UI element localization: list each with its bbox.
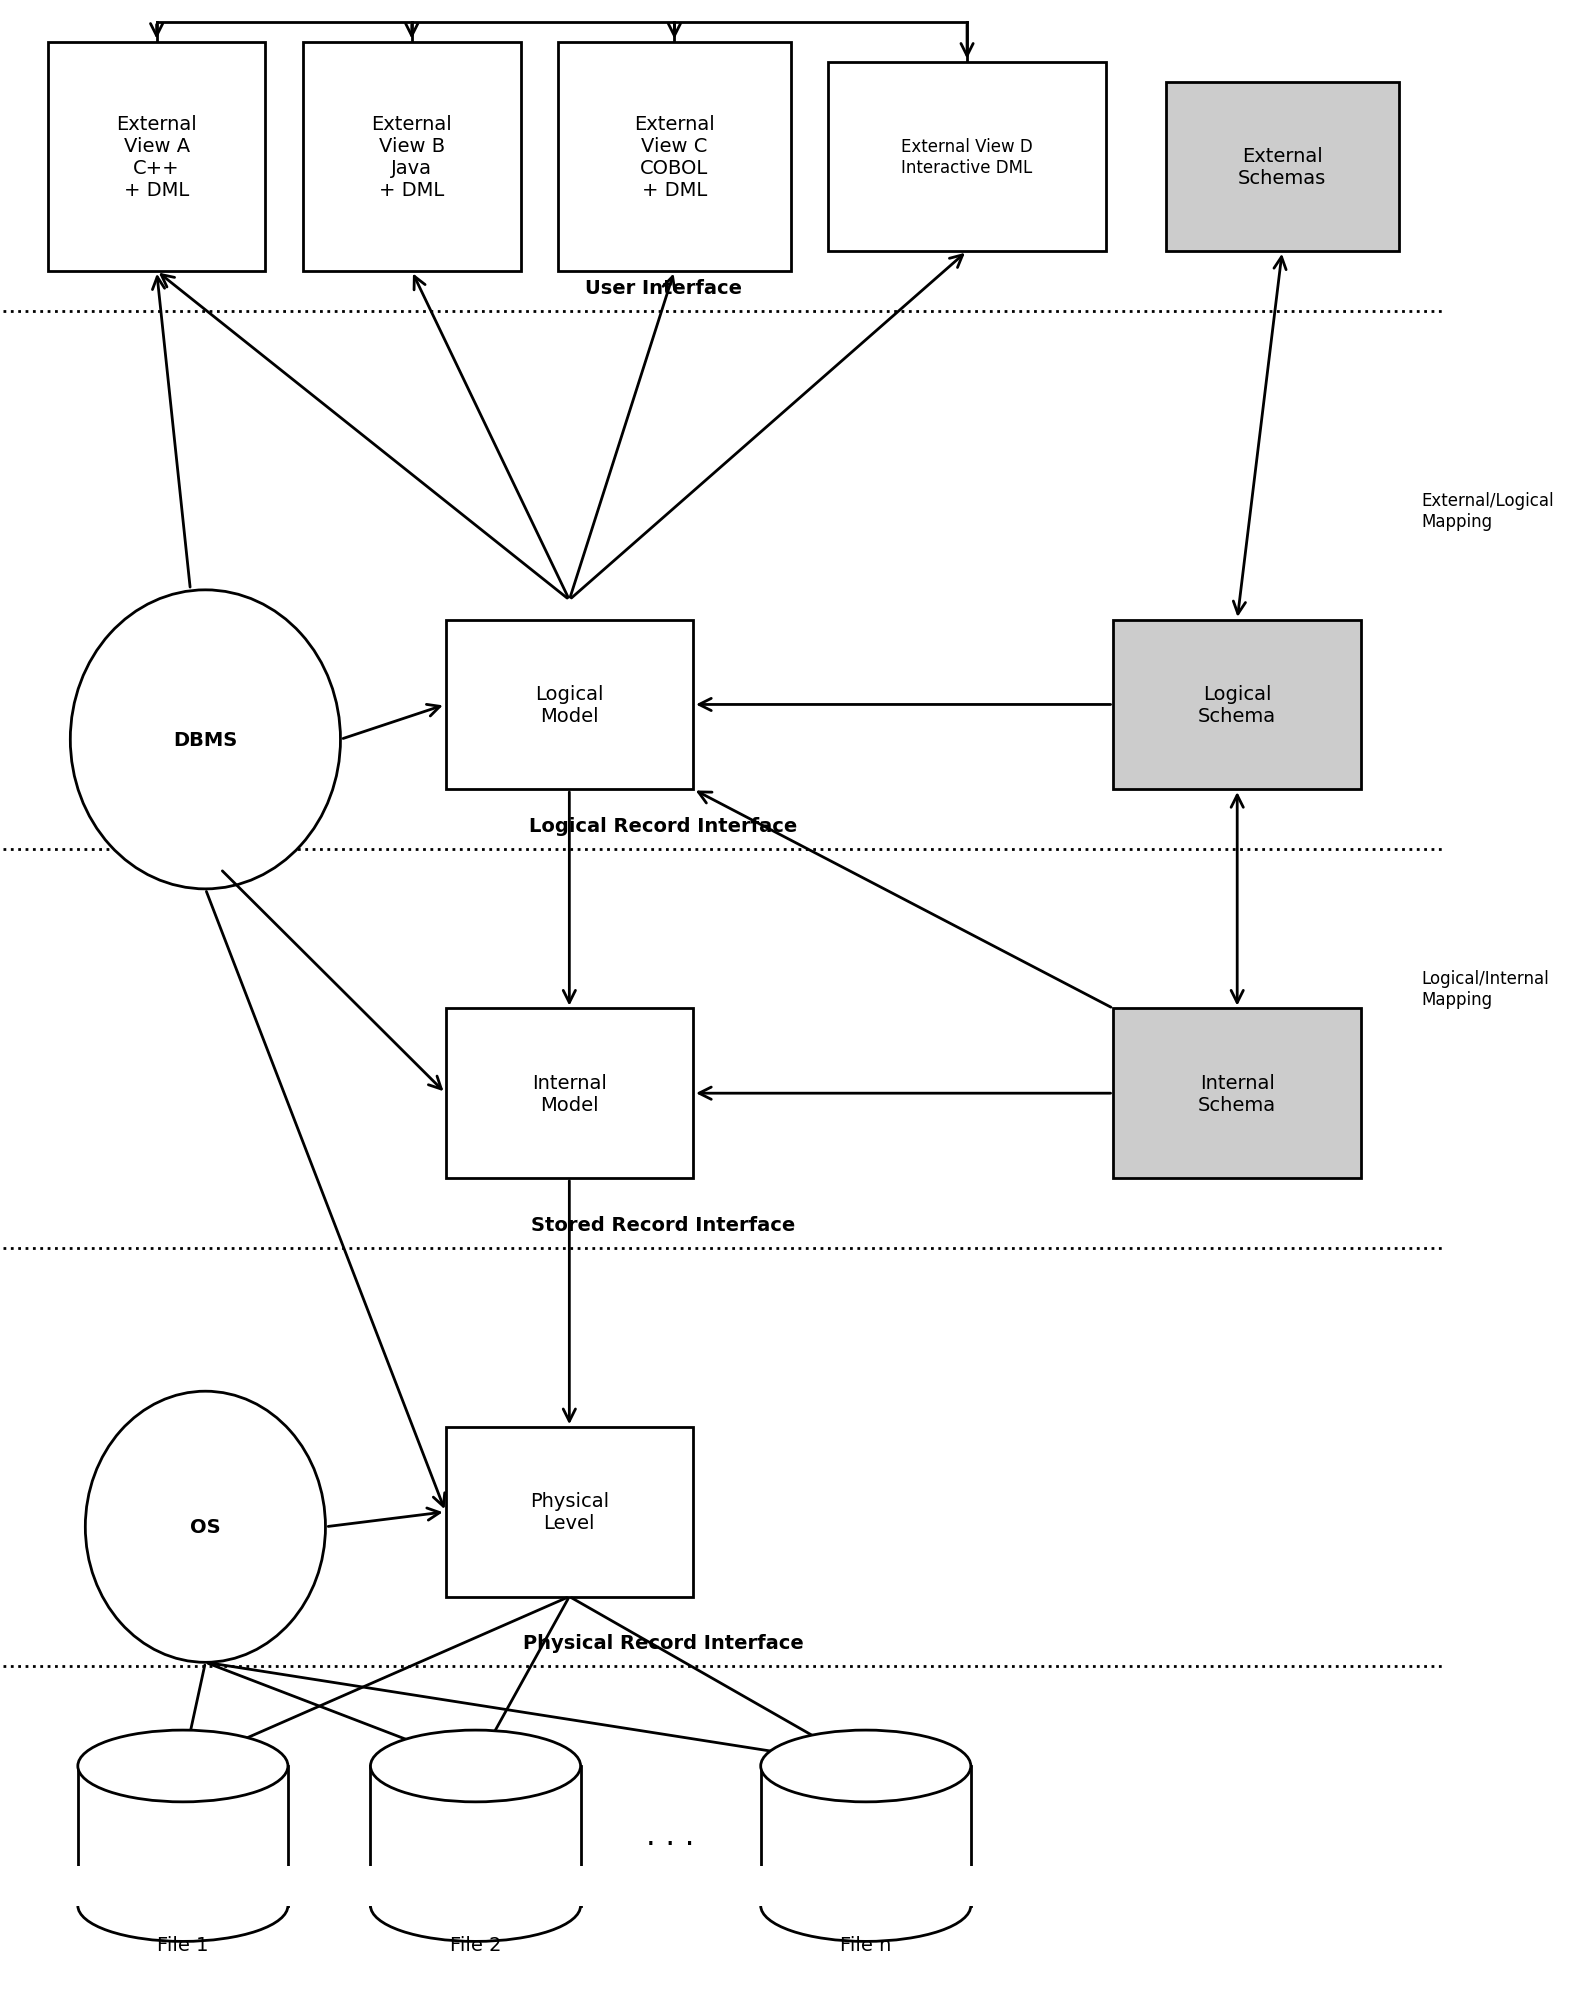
Text: Logical
Schema: Logical Schema bbox=[1198, 685, 1276, 725]
Text: Physical Record Interface: Physical Record Interface bbox=[523, 1634, 803, 1652]
Text: User Interface: User Interface bbox=[585, 278, 742, 298]
Text: Logical/Internal
Mapping: Logical/Internal Mapping bbox=[1421, 969, 1548, 1009]
Text: Physical
Level: Physical Level bbox=[530, 1493, 608, 1532]
Ellipse shape bbox=[761, 1730, 971, 1802]
Bar bbox=[79, 1766, 288, 1906]
Bar bbox=[75, 1866, 291, 1906]
Ellipse shape bbox=[371, 1870, 580, 1942]
FancyBboxPatch shape bbox=[1166, 82, 1399, 252]
Text: DBMS: DBMS bbox=[173, 731, 237, 749]
FancyBboxPatch shape bbox=[1113, 621, 1361, 789]
Bar bbox=[368, 1866, 583, 1906]
Text: File n: File n bbox=[839, 1936, 891, 1954]
Text: External View D
Interactive DML: External View D Interactive DML bbox=[901, 138, 1033, 176]
FancyBboxPatch shape bbox=[1113, 1009, 1361, 1179]
Bar bbox=[371, 1766, 580, 1906]
Text: . . .: . . . bbox=[646, 1822, 695, 1850]
Ellipse shape bbox=[79, 1730, 288, 1802]
Text: External
View A
C++
+ DML: External View A C++ + DML bbox=[116, 114, 196, 200]
FancyBboxPatch shape bbox=[47, 42, 266, 272]
Text: File 2: File 2 bbox=[450, 1936, 501, 1954]
Text: Logical Record Interface: Logical Record Interface bbox=[530, 817, 797, 835]
FancyBboxPatch shape bbox=[445, 621, 693, 789]
FancyBboxPatch shape bbox=[445, 1009, 693, 1179]
Text: External
Schemas: External Schemas bbox=[1239, 146, 1327, 188]
Text: File 1: File 1 bbox=[157, 1936, 209, 1954]
Text: Internal
Model: Internal Model bbox=[531, 1073, 607, 1115]
Ellipse shape bbox=[761, 1870, 971, 1942]
Ellipse shape bbox=[79, 1870, 288, 1942]
Bar bbox=[761, 1766, 971, 1906]
Text: External/Logical
Mapping: External/Logical Mapping bbox=[1421, 492, 1553, 529]
Text: Logical
Model: Logical Model bbox=[534, 685, 604, 725]
Ellipse shape bbox=[85, 1391, 325, 1662]
FancyBboxPatch shape bbox=[828, 62, 1105, 252]
FancyBboxPatch shape bbox=[445, 1427, 693, 1596]
Ellipse shape bbox=[71, 591, 341, 889]
Ellipse shape bbox=[371, 1730, 580, 1802]
Text: Internal
Schema: Internal Schema bbox=[1198, 1073, 1276, 1115]
Bar bbox=[758, 1866, 973, 1906]
FancyBboxPatch shape bbox=[303, 42, 520, 272]
Text: OS: OS bbox=[190, 1518, 220, 1536]
FancyBboxPatch shape bbox=[558, 42, 791, 272]
Text: Stored Record Interface: Stored Record Interface bbox=[531, 1215, 795, 1235]
Text: External
View B
Java
+ DML: External View B Java + DML bbox=[371, 114, 453, 200]
Text: External
View C
COBOL
+ DML: External View C COBOL + DML bbox=[634, 114, 715, 200]
